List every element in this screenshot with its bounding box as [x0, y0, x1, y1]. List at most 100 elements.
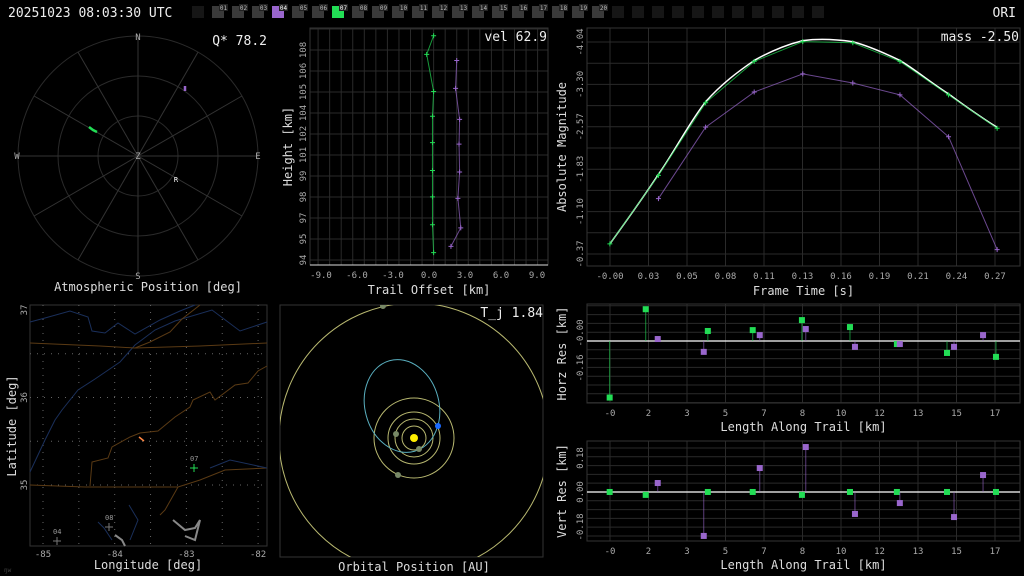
- station-label-bg: [339, 4, 348, 11]
- station-box-09[interactable]: 09: [372, 4, 388, 18]
- residual-point: [749, 488, 756, 495]
- station-label-bg: [319, 4, 328, 11]
- planet-marker: [416, 446, 422, 452]
- x-tick-label: 2: [646, 409, 651, 419]
- x-tick-label: 7: [761, 547, 766, 557]
- radiant-marker: R: [174, 176, 179, 184]
- station-label: 05: [300, 5, 308, 12]
- station-box-17[interactable]: 17: [532, 4, 548, 18]
- station-box-empty[interactable]: [652, 6, 664, 18]
- station-label-bg: [559, 4, 568, 11]
- y-tick-label: 0.00: [576, 481, 586, 503]
- station-box-empty[interactable]: [772, 6, 784, 18]
- map-boundaries: [29, 304, 268, 547]
- station-box-04[interactable]: 04: [272, 4, 288, 18]
- residual-point: [606, 488, 613, 495]
- station-box-15[interactable]: 15: [492, 4, 508, 18]
- x-tick-label: 0.21: [907, 272, 929, 282]
- station-08[interactable]: 08: [105, 514, 113, 531]
- chart-annotation: vel 62.9: [484, 30, 547, 45]
- station-label: 01: [220, 5, 228, 12]
- station-box[interactable]: [652, 6, 664, 18]
- x-tick-label: 2: [646, 547, 651, 557]
- residual-point: [704, 327, 711, 334]
- station-box-13[interactable]: 13: [452, 4, 468, 18]
- planet-marker: [380, 305, 386, 309]
- horz_res-chart: -0 2 3 5 7 8 10 12 13 15 17 -0.00 -0.16 Length Along …: [555, 303, 1021, 434]
- station-07[interactable]: 07: [190, 455, 198, 472]
- x-tick-label: -85: [35, 550, 51, 560]
- station-box-empty[interactable]: [812, 6, 824, 18]
- station-box-empty[interactable]: [752, 6, 764, 18]
- station-box-05[interactable]: 05: [292, 4, 308, 18]
- data-point: [455, 195, 461, 201]
- station-box[interactable]: [612, 6, 624, 18]
- station-box-16[interactable]: 16: [512, 4, 528, 18]
- x-tick-label: 8: [800, 547, 805, 557]
- x-tick-label: 10: [836, 409, 847, 419]
- y-tick-label: 97: [299, 213, 309, 224]
- station-box-empty[interactable]: [192, 6, 204, 18]
- station-box-20[interactable]: 20: [592, 4, 608, 18]
- header-bar: 20251023 08:03:30 UTC ORI 01 02 03 04 05 06 07…: [8, 4, 1016, 21]
- orbital-position-panel: T_j 1.84 Orbital Position [AU]: [279, 304, 544, 574]
- station-box-10[interactable]: 10: [392, 4, 408, 18]
- station-box-12[interactable]: 12: [432, 4, 448, 18]
- station-box-empty[interactable]: [612, 6, 624, 18]
- series-station-b: [448, 58, 464, 249]
- orbit-frame: [279, 304, 544, 558]
- station-label: 10: [400, 5, 408, 12]
- residual-point: [944, 349, 951, 356]
- station-box-18[interactable]: 18: [552, 4, 568, 18]
- station-box[interactable]: [692, 6, 704, 18]
- data-point: [424, 51, 430, 57]
- station-box-03[interactable]: 03: [252, 4, 268, 18]
- residual-point: [802, 326, 809, 333]
- plot-frame: [586, 440, 1021, 542]
- station-label-bg: [299, 4, 308, 11]
- station-box-11[interactable]: 11: [412, 4, 428, 18]
- sun: [410, 434, 418, 442]
- station-selector[interactable]: 01 02 03 04 05 06 07 08 09 10 11 12 13 14 15 16 17 18 19 20: [192, 4, 824, 18]
- station-box[interactable]: [192, 6, 204, 18]
- station-box[interactable]: [672, 6, 684, 18]
- station-box[interactable]: [732, 6, 744, 18]
- station-box-19[interactable]: 19: [572, 4, 588, 18]
- station-box[interactable]: [752, 6, 764, 18]
- series-station-a: [606, 488, 999, 498]
- y-tick-label: 94: [299, 255, 309, 266]
- station-box[interactable]: [632, 6, 644, 18]
- plot-frame: [309, 27, 549, 266]
- shower-code: ORI: [993, 6, 1016, 21]
- station-box[interactable]: [712, 6, 724, 18]
- station-marker-icon: [190, 464, 198, 472]
- station-box-empty[interactable]: [732, 6, 744, 18]
- residual-point: [756, 332, 763, 339]
- station-box-14[interactable]: 14: [472, 4, 488, 18]
- station-box[interactable]: [812, 6, 824, 18]
- station-box-06[interactable]: 06: [312, 4, 328, 18]
- x-axis-label: Frame Time [s]: [753, 284, 854, 298]
- station-box-07[interactable]: 07: [332, 4, 348, 18]
- data-point: [850, 40, 856, 46]
- station-box-empty[interactable]: [672, 6, 684, 18]
- station-box-08[interactable]: 08: [352, 4, 368, 18]
- station-box-01[interactable]: 01: [212, 4, 228, 18]
- polar-spoke: [77, 51, 199, 261]
- series-station-b: [655, 71, 1000, 253]
- station-04[interactable]: 04: [53, 528, 61, 545]
- station-label: 09: [380, 5, 388, 12]
- station-box-empty[interactable]: [712, 6, 724, 18]
- y-tick-label: 108: [299, 42, 309, 58]
- station-box[interactable]: [792, 6, 804, 18]
- station-box-empty[interactable]: [632, 6, 644, 18]
- x-tick-label: 17: [990, 547, 1001, 557]
- y-tick-label: 102: [299, 126, 309, 142]
- station-box-empty[interactable]: [692, 6, 704, 18]
- data-point: [448, 243, 454, 249]
- station-box[interactable]: [772, 6, 784, 18]
- station-box-empty[interactable]: [792, 6, 804, 18]
- station-box-02[interactable]: 02: [232, 4, 248, 18]
- x-tick-label: -0: [605, 409, 616, 419]
- data-point: [897, 58, 903, 64]
